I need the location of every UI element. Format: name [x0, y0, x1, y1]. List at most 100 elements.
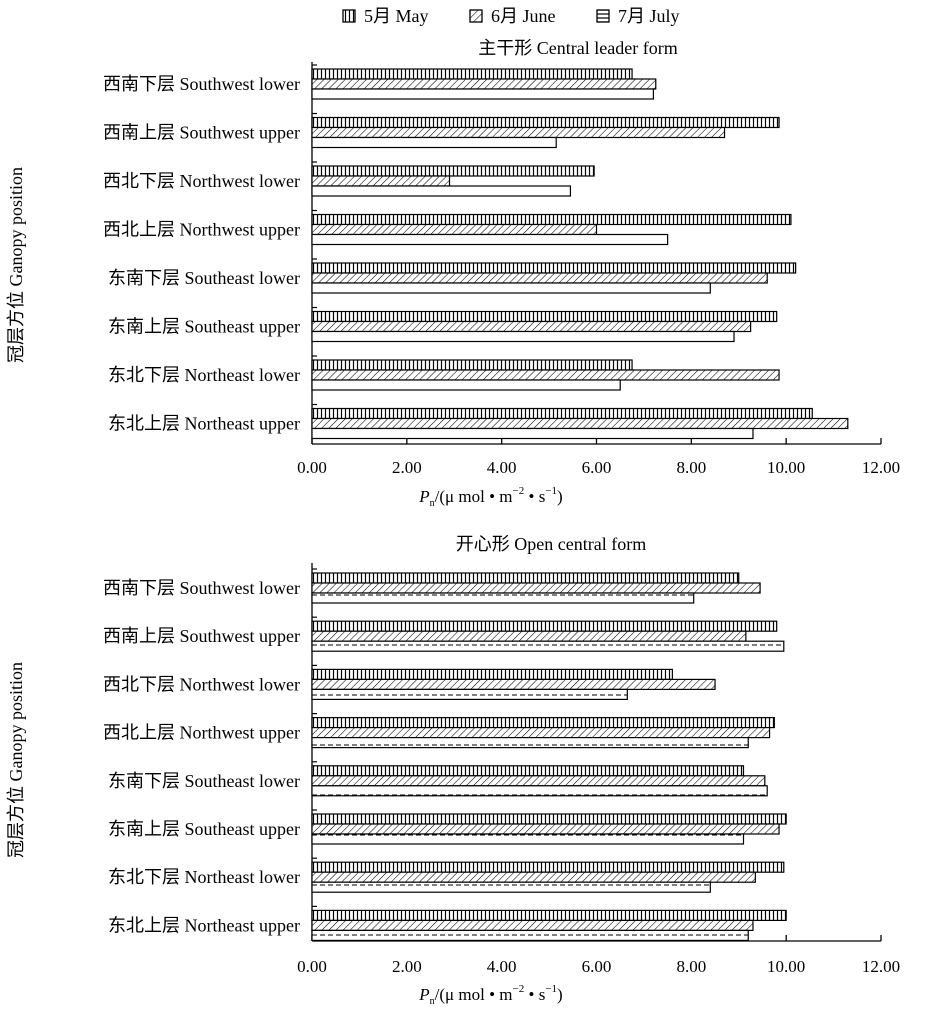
y-tick-label-en: Northwest upper: [180, 220, 300, 240]
bar-vertical: [311, 359, 633, 371]
y-tick-label-en: Southwest lower: [180, 578, 301, 598]
bar-horizontal: [311, 185, 572, 197]
x-tick-label: 6.00: [582, 957, 612, 976]
bar-vertical: [311, 861, 785, 873]
bar-horizontal-dashed: [311, 736, 749, 749]
y-tick-label-zh: 东南上层: [108, 819, 185, 839]
x-axis-label-end: ): [557, 985, 563, 1004]
y-tick-label-en: Southwest upper: [180, 123, 301, 143]
bar-vertical: [311, 165, 595, 177]
bar-horizontal-dashed: [311, 833, 745, 845]
bar-vertical: [311, 407, 813, 420]
y-tick-label-en: Northwest upper: [180, 723, 300, 743]
x-tick-label: 12.00: [862, 957, 900, 976]
y-tick-label-zh: 西南下层: [103, 578, 180, 598]
y-tick-label-zh: 东北下层: [108, 365, 185, 385]
bar-horizontal: [311, 88, 654, 100]
legend-swatch-may: [342, 9, 356, 23]
bar-vertical: [311, 116, 780, 129]
y-tick-label-zh: 西北上层: [103, 723, 180, 743]
legend-swatch-june: [469, 9, 483, 23]
x-axis-label-sup1: −2: [513, 485, 525, 497]
legend: 5月 May 6月 June 7月 July: [342, 6, 680, 26]
y-tick-label-en: Northeast upper: [185, 414, 300, 434]
y-tick-label-en: Southwest lower: [180, 74, 301, 94]
x-tick-label: 8.00: [676, 957, 706, 976]
bar-diagonal: [311, 175, 451, 187]
y-tick-label: 西北下层 Northwest lower: [103, 171, 300, 191]
y-tick-label: 东北下层 Northeast lower: [108, 867, 300, 887]
y-tick-label-zh: 东北上层: [108, 915, 185, 935]
legend-label-july: 7月 July: [618, 6, 680, 26]
y-tick-label: 西北下层 Northwest lower: [103, 674, 300, 694]
y-tick-label: 东北下层 Northeast lower: [108, 365, 300, 385]
y-tick-label: 东南上层 Southeast upper: [108, 317, 300, 337]
bar-diagonal: [311, 272, 768, 284]
y-tick-label-zh: 西北下层: [103, 171, 180, 191]
x-axis-label-main: P: [418, 487, 429, 506]
x-axis-label-sup2: −1: [545, 485, 557, 497]
bar-diagonal: [311, 726, 771, 739]
y-tick-label: 东北上层 Northeast upper: [108, 414, 300, 434]
y-tick-label-zh: 东南下层: [108, 771, 185, 791]
y-tick-label-zh: 西北下层: [103, 674, 180, 694]
x-tick-label: 10.00: [767, 458, 805, 477]
chart-title: 主干形 Central leader form: [478, 38, 677, 58]
x-tick-label: 0.00: [297, 957, 327, 976]
bar-diagonal: [311, 582, 761, 594]
y-tick-label: 西南下层 Southwest lower: [103, 74, 300, 94]
y-tick-label-zh: 西北上层: [103, 220, 180, 240]
chart-title: 开心形 Open central form: [456, 534, 646, 554]
x-axis-label-rest: /(μ mol • m: [435, 487, 513, 506]
y-tick-label-zh: 东北上层: [108, 414, 185, 434]
x-axis-label-sup2: −1: [545, 983, 557, 995]
y-tick-label: 东南下层 Southeast lower: [108, 771, 300, 791]
y-tick-label-zh: 东南下层: [108, 268, 185, 288]
bar-horizontal-dashed: [311, 592, 695, 604]
x-axis-label: Pn/(μ mol • m−2 • s−1): [418, 983, 562, 1007]
y-tick-label-zh: 西南下层: [103, 74, 180, 94]
y-tick-label-en: Northeast lower: [185, 867, 300, 887]
y-tick-label: 东南上层 Southeast upper: [108, 819, 300, 839]
y-tick-label-en: Northwest lower: [180, 674, 300, 694]
bar-horizontal-dashed: [311, 929, 749, 942]
bar-vertical: [311, 620, 778, 632]
legend-label-may: 5月 May: [364, 6, 429, 26]
x-tick-label: 8.00: [676, 458, 706, 477]
y-tick-label-en: Southeast lower: [185, 268, 300, 288]
bar-diagonal: [311, 223, 598, 236]
chart-panel-open-central: 开心形 Open central form 冠层方位 Ganopy positi…: [6, 534, 900, 1007]
y-tick-label-en: Northeast lower: [185, 365, 300, 385]
bar-vertical: [311, 310, 778, 323]
y-axis-label: 冠层方位 Ganopy position: [6, 662, 26, 858]
y-axis-label: 冠层方位 Ganopy position: [6, 167, 26, 363]
bar-diagonal: [311, 320, 752, 333]
y-tick-label-en: Northeast upper: [185, 915, 300, 935]
y-tick-label-zh: 东南上层: [108, 317, 185, 337]
x-axis-label: Pn/(μ mol • m−2 • s−1): [418, 485, 562, 509]
x-axis-label-mid: • s: [524, 487, 545, 506]
bar-horizontal-dashed: [311, 640, 785, 652]
bar-diagonal: [311, 678, 716, 691]
x-axis-label-sub: n: [430, 996, 435, 1007]
bar-diagonal: [311, 871, 756, 883]
y-tick-label-en: Northwest lower: [180, 171, 300, 191]
bar-vertical: [311, 68, 633, 80]
bar-vertical: [311, 213, 792, 226]
bar-vertical: [311, 909, 787, 922]
bar-horizontal: [311, 282, 711, 294]
y-tick-label: 西南上层 Southwest upper: [103, 123, 300, 143]
y-tick-label: 东南下层 Southeast lower: [108, 268, 300, 288]
y-tick-label: 西南下层 Southwest lower: [103, 578, 300, 598]
x-axis-label-end: ): [557, 487, 563, 506]
y-tick-label-zh: 西南上层: [103, 626, 180, 646]
x-tick-label: 4.00: [487, 458, 517, 477]
bar-diagonal: [311, 775, 766, 787]
bar-vertical: [311, 668, 673, 681]
bar-diagonal: [311, 78, 657, 90]
bar-diagonal: [311, 823, 780, 835]
bar-horizontal-dashed: [311, 688, 628, 701]
bar-diagonal: [311, 417, 849, 430]
y-tick-label-en: Southwest upper: [180, 626, 301, 646]
